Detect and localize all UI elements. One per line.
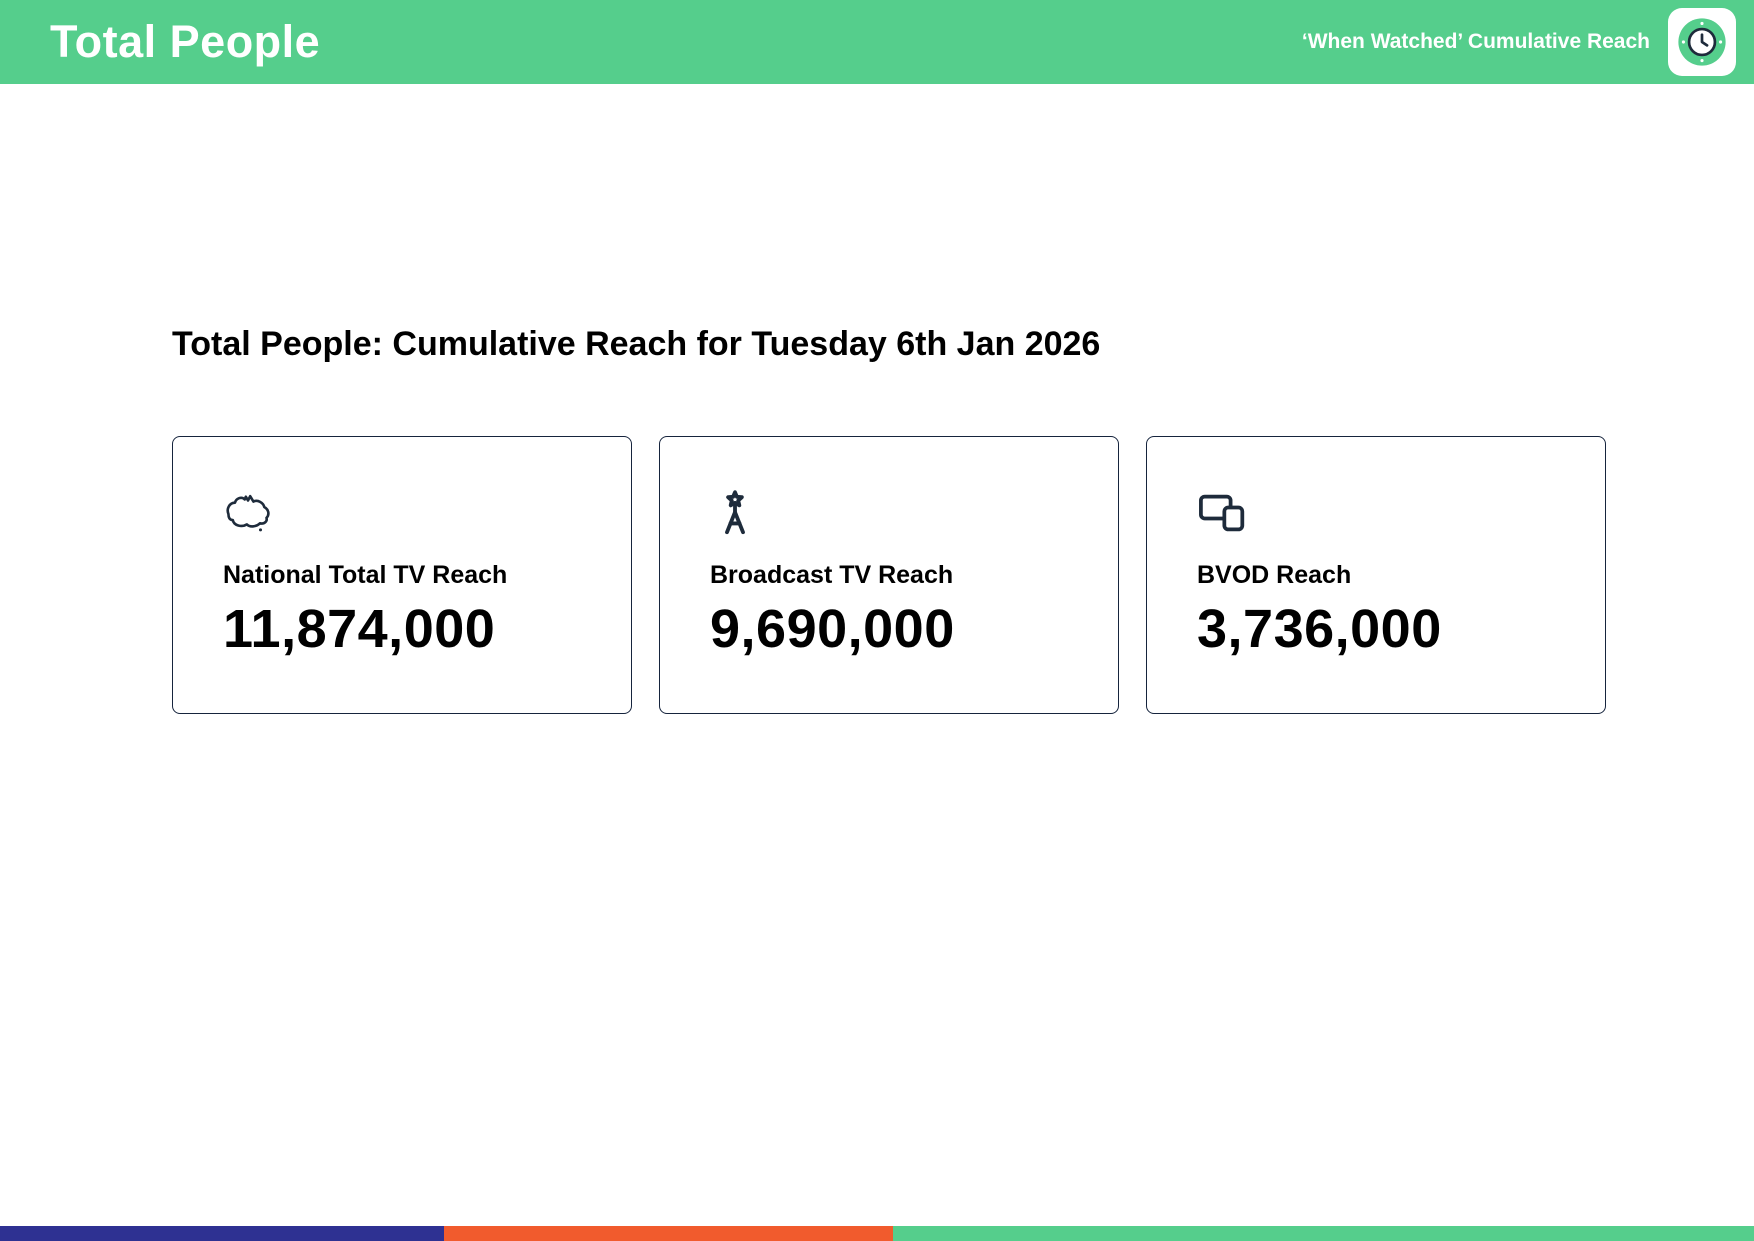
card-national-total-tv-reach: National Total TV Reach 11,874,000 <box>172 436 632 714</box>
card-label: National Total TV Reach <box>223 561 508 589</box>
card-value: 9,690,000 <box>710 599 955 659</box>
page-title: Total People <box>50 16 321 67</box>
main-heading: Total People: Cumulative Reach for Tuesd… <box>172 325 1101 363</box>
footer-segment-blue <box>0 1226 444 1241</box>
card-value: 11,874,000 <box>223 599 496 659</box>
broadcast-tower-icon <box>710 489 760 537</box>
card-label: Broadcast TV Reach <box>710 561 954 589</box>
clock-badge <box>1668 8 1736 76</box>
card-value: 3,736,000 <box>1197 599 1442 659</box>
footer-bar <box>0 1226 1754 1241</box>
footer-segment-orange <box>443 1226 893 1241</box>
main-content: Total People: Cumulative Reach for Tuesd… <box>0 84 1754 714</box>
card-bvod-reach: BVOD Reach 3,736,000 <box>1146 436 1606 714</box>
card-broadcast-tv-reach: Broadcast TV Reach 9,690,000 <box>659 436 1119 714</box>
australia-map-icon <box>223 489 273 537</box>
card-label: BVOD Reach <box>1197 561 1352 589</box>
devices-icon <box>1197 489 1247 537</box>
cards-row: National Total TV Reach 11,874,000 Broad… <box>172 436 1754 714</box>
header: Total People ‘When Watched’ Cumulative R… <box>0 0 1754 84</box>
header-tagline: ‘When Watched’ Cumulative Reach <box>1301 30 1650 53</box>
header-right-group: ‘When Watched’ Cumulative Reach <box>1302 8 1736 76</box>
footer-segment-green <box>892 1226 1754 1241</box>
clock-icon <box>1678 18 1726 66</box>
